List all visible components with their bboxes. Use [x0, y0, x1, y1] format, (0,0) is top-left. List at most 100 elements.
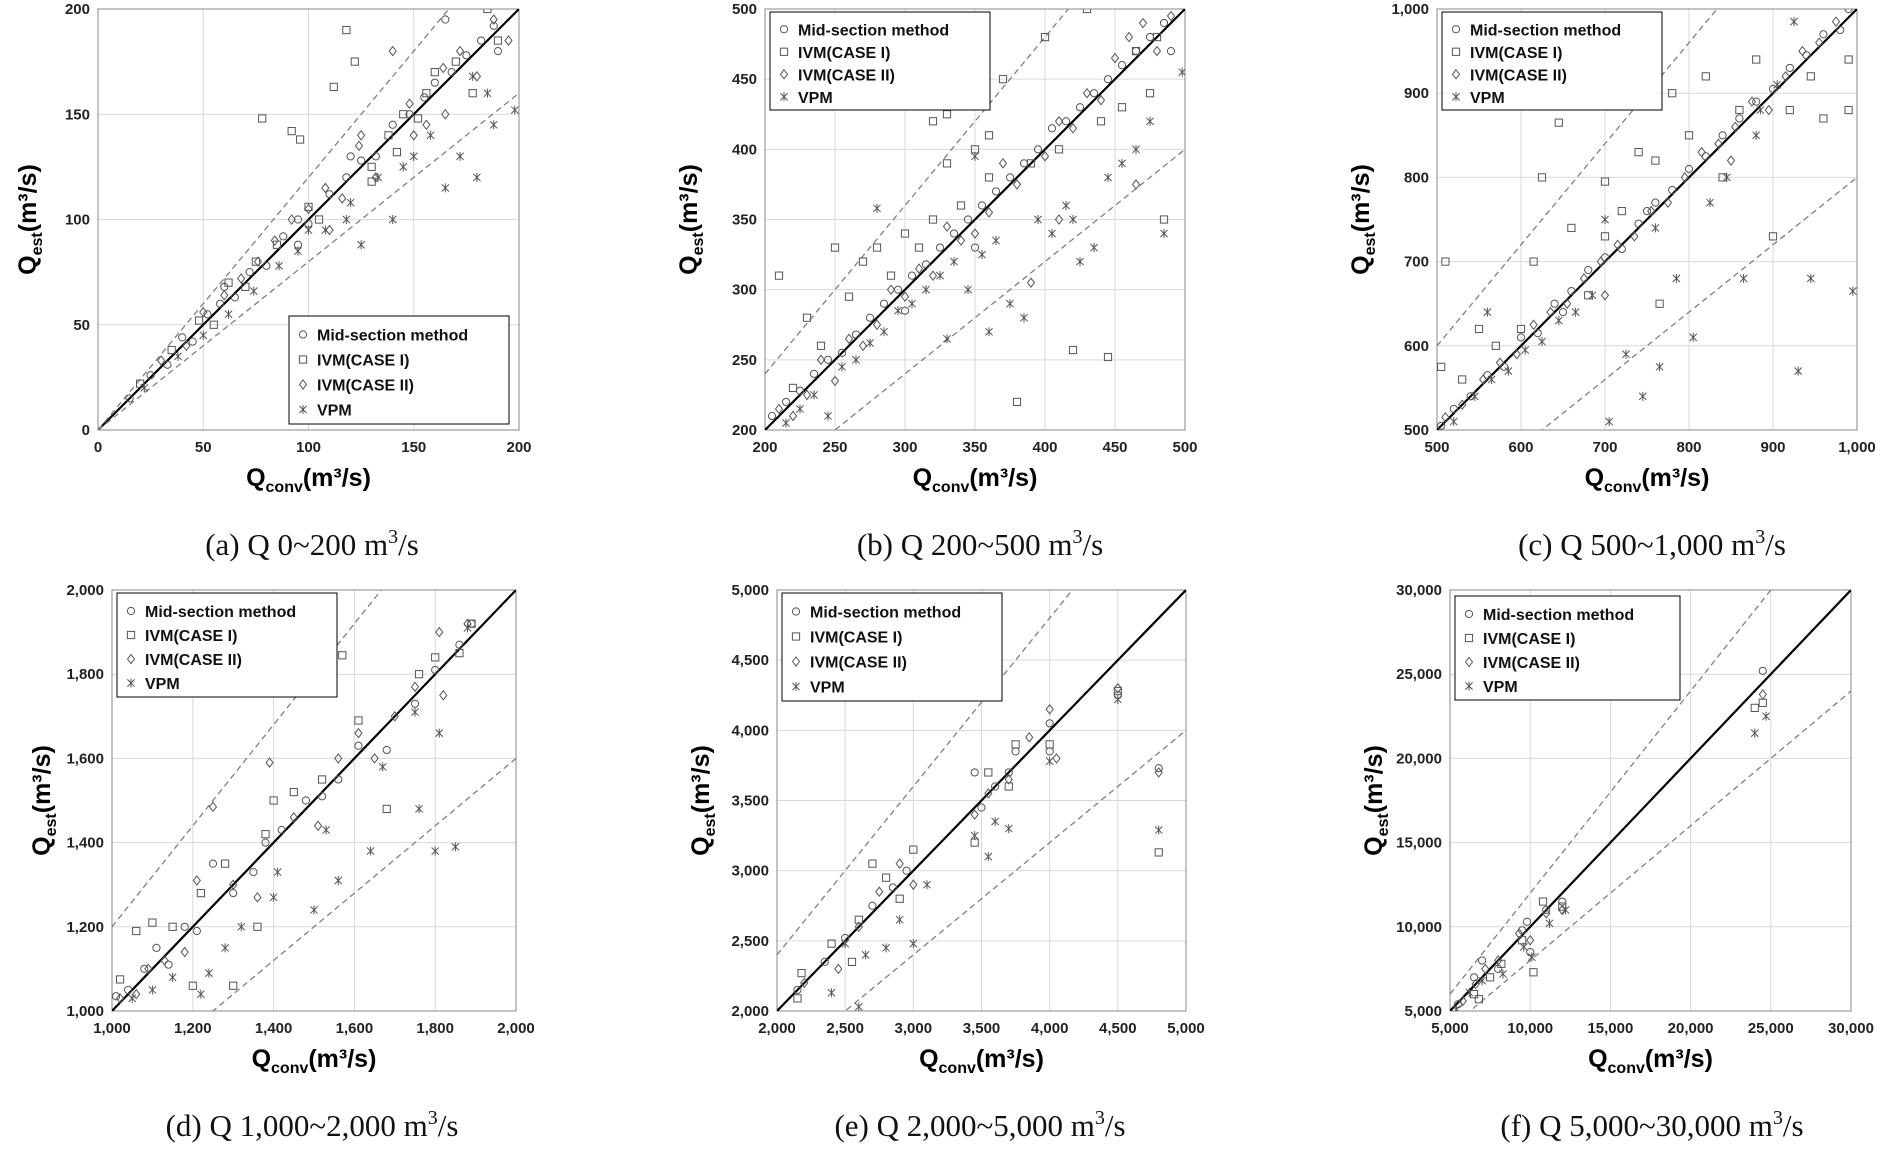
point-ivm-case-ii	[1731, 121, 1740, 133]
point-ivm-case-i	[269, 796, 278, 805]
point-vpm	[909, 939, 918, 949]
point-vpm	[1655, 362, 1664, 372]
point-ivm-case-ii	[942, 221, 952, 232]
point-ivm-case-i	[1752, 55, 1761, 64]
legend-box	[1454, 595, 1681, 701]
point-ivm-case-i	[1617, 206, 1626, 216]
lower-20pct-line	[844, 729, 1186, 1011]
point-mid-section-method	[245, 268, 254, 277]
point-ivm-case-ii	[1004, 774, 1013, 785]
legend-marker	[1465, 681, 1473, 691]
point-ivm-case-i	[830, 243, 840, 252]
point-mid-section-method	[1516, 333, 1526, 342]
legend-box	[1441, 11, 1663, 111]
x-tick-label: 1,000	[93, 1020, 131, 1037]
point-vpm	[1571, 307, 1580, 317]
legend-label: IVM(CASE I)	[145, 628, 237, 645]
point-mid-section-method	[781, 397, 791, 407]
point-ivm-case-i	[788, 383, 798, 392]
legend-label: VPM	[810, 680, 845, 697]
x-tick-label: 1,800	[416, 1020, 454, 1037]
point-ivm-case-ii	[858, 340, 868, 352]
point-ivm-case-i	[1529, 968, 1538, 977]
point-vpm	[1062, 200, 1070, 210]
point-vpm	[827, 988, 836, 998]
point-vpm	[1756, 105, 1765, 115]
point-vpm	[409, 151, 418, 161]
point-ivm-case-ii	[334, 753, 343, 764]
point-ivm-case-i	[827, 939, 836, 948]
point-ivm-case-ii	[875, 886, 884, 898]
legend: Mid-section method IVM(CASE I) IVM(CASE II…	[116, 592, 338, 698]
point-vpm	[1773, 80, 1782, 90]
point-ivm-case-ii	[928, 270, 938, 281]
point-mid-section-method	[354, 741, 363, 750]
point-vpm	[128, 993, 137, 1003]
x-tick-label: 25,000	[1748, 1020, 1794, 1037]
point-vpm	[1722, 172, 1731, 182]
point-vpm	[1806, 273, 1815, 283]
point-ivm-case-ii	[455, 45, 465, 57]
point-vpm	[841, 939, 850, 949]
point-vpm	[1588, 290, 1597, 300]
y-tick-label: 800	[1404, 169, 1429, 186]
point-mid-section-method	[1836, 25, 1845, 35]
point-ivm-case-i	[261, 830, 270, 839]
point-vpm	[1601, 215, 1609, 224]
point-vpm	[1452, 1004, 1461, 1011]
legend-marker	[791, 632, 801, 641]
point-vpm	[1762, 711, 1770, 721]
x-tick-label: 600	[1508, 439, 1533, 456]
x-tick-label: 2,500	[826, 1020, 864, 1037]
point-ivm-case-ii	[800, 977, 809, 989]
legend-marker	[126, 606, 136, 616]
point-ivm-case-ii	[1054, 214, 1064, 225]
y-tick-label: 15,000	[1396, 835, 1442, 852]
point-ivm-case-ii	[802, 389, 812, 401]
point-vpm	[451, 842, 460, 852]
point-mid-section-method	[1131, 47, 1141, 56]
point-ivm-case-i	[984, 173, 994, 182]
legend-marker	[1452, 92, 1460, 102]
point-ivm-case-ii	[984, 788, 993, 799]
point-vpm	[943, 334, 951, 344]
y-tick-label: 900	[1404, 85, 1429, 102]
y-tick-label: 1,200	[66, 919, 104, 936]
point-vpm	[1146, 116, 1154, 126]
point-mid-section-method	[229, 889, 238, 898]
y-tick-label: 350	[732, 212, 757, 229]
point-ivm-case-i	[483, 9, 492, 14]
point-mid-section-method	[431, 665, 440, 675]
legend-label: VPM	[1483, 679, 1518, 696]
y-tick-label: 30,000	[1396, 582, 1442, 599]
point-vpm	[978, 250, 986, 260]
y-tick-label: 1,600	[66, 750, 104, 767]
point-vpm	[950, 257, 958, 267]
y-tick-label: 2,500	[731, 933, 769, 950]
point-ivm-case-ii	[1110, 52, 1120, 64]
point-ivm-case-i	[1655, 299, 1664, 308]
point-ivm-case-ii	[199, 306, 208, 318]
point-ivm-case-i	[1668, 89, 1677, 98]
point-ivm-case-i	[1113, 686, 1122, 696]
point-ivm-case-ii	[157, 355, 166, 366]
point-ivm-case-i	[1735, 105, 1744, 115]
point-vpm	[273, 867, 282, 877]
point-ivm-case-i	[304, 202, 313, 211]
point-mid-section-method	[900, 306, 910, 315]
point-ivm-case-ii	[115, 993, 125, 1004]
point-ivm-case-i	[1045, 740, 1054, 749]
point-ivm-case-i	[1082, 9, 1092, 14]
point-ivm-case-i	[1651, 156, 1660, 165]
plot-frame	[764, 8, 1186, 431]
point-mid-section-method	[991, 782, 1000, 791]
point-ivm-case-ii	[1025, 732, 1034, 743]
legend-label: IVM(CASE I)	[1470, 45, 1562, 62]
point-vpm	[426, 130, 435, 140]
point-mid-section-method	[152, 943, 161, 952]
point-ivm-case-ii	[816, 354, 826, 366]
point-ivm-case-ii	[1131, 179, 1141, 190]
point-ivm-case-ii	[1514, 928, 1524, 939]
point-vpm	[1045, 756, 1054, 766]
point-mid-section-method	[963, 215, 973, 224]
